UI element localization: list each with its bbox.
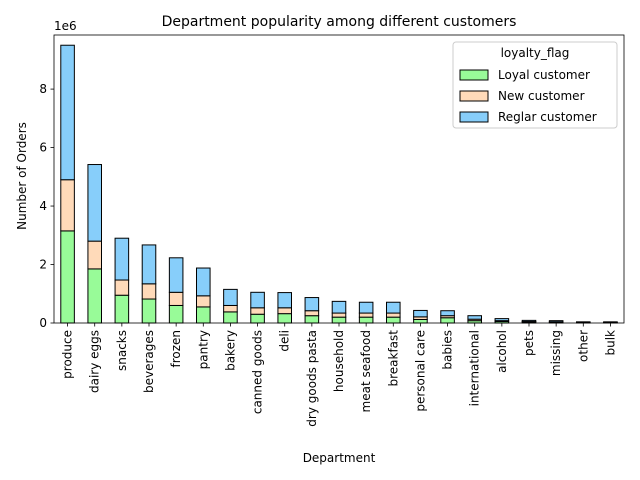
legend-box [452, 41, 618, 129]
bar-segment [603, 321, 618, 323]
bar-segment [168, 304, 184, 324]
bar-segment [413, 318, 428, 324]
bar-segment [196, 267, 211, 297]
x-tick-label: babies [441, 330, 455, 370]
bar-segment [60, 179, 75, 232]
bar-segment [60, 230, 75, 324]
bar-segment [87, 164, 102, 242]
x-axis-label: Department [303, 451, 376, 465]
legend-title: loyalty_flag [501, 46, 570, 60]
bar-segment [114, 294, 130, 324]
y-tick-label: 4 [39, 199, 47, 213]
y-tick-label: 0 [39, 316, 47, 330]
x-tick-label: produce [61, 330, 75, 379]
bar-segment [358, 301, 374, 314]
x-tick-label: international [468, 330, 482, 406]
bar-segment [196, 295, 211, 308]
x-tick-label: dairy eggs [88, 330, 102, 393]
legend-entry: Loyal customer [498, 68, 590, 82]
x-tick-label: missing [549, 330, 563, 376]
x-tick-label: household [332, 330, 346, 392]
bar-segment [250, 307, 265, 315]
bar-segment [277, 307, 292, 315]
bar-segment [114, 279, 130, 296]
bar-segment [250, 291, 265, 309]
y-offset-label: 1e6 [54, 19, 77, 33]
y-tick-label: 8 [39, 82, 47, 96]
legend: loyalty_flag Loyal customer New customer Re… [452, 41, 618, 129]
bar-segment [60, 44, 75, 181]
x-tick-label: deli [278, 330, 292, 352]
bar-segment [331, 300, 347, 314]
x-tick-label: snacks [115, 330, 129, 371]
bar-segment [168, 291, 184, 306]
x-tick-label: frozen [169, 330, 183, 368]
bar-segment [87, 268, 102, 324]
axes-frame [53, 34, 625, 324]
bar-segment [223, 288, 238, 306]
x-tick-label: other [576, 330, 590, 362]
bar-segment [440, 317, 455, 324]
bar-segment [386, 312, 401, 318]
x-tick-label: canned goods [251, 330, 265, 414]
bar-segment [223, 311, 238, 324]
legend-swatch [459, 90, 489, 102]
bar-segment [548, 320, 564, 323]
x-tick-label: meat seafood [359, 330, 373, 412]
y-axis-label: Number of Orders [15, 122, 29, 230]
x-tick-label: dry goods pasta [305, 330, 319, 427]
bar-segment [576, 321, 591, 323]
legend-swatch [459, 111, 489, 123]
bar-segment [141, 283, 157, 300]
bar-segment [168, 257, 184, 293]
bar-segment [304, 310, 320, 317]
bar-segment [358, 312, 374, 318]
bar-segment [521, 319, 537, 323]
bar-segment [277, 313, 292, 324]
x-tick-label: bulk [603, 330, 617, 356]
x-tick-label: breakfast [386, 330, 400, 387]
bar-segment [331, 316, 347, 324]
x-tick-label: personal care [413, 330, 427, 412]
bar-segment [87, 240, 102, 270]
bar-segment [386, 301, 401, 314]
x-tick-label: pets [522, 330, 536, 356]
bar-segment [223, 304, 238, 313]
y-tick-label: 6 [39, 141, 47, 155]
plot-area: produce dairy eggs snacks beverages frozen pa… [39, 34, 625, 427]
x-tick-label: pantry [196, 330, 210, 369]
legend-entry: New customer [498, 89, 585, 103]
bar-segment [141, 298, 157, 324]
x-tick-label: alcohol [495, 330, 509, 373]
bar-segment [277, 292, 292, 309]
bar-segment [440, 310, 455, 317]
bar-segment [250, 313, 265, 324]
bar-segment [141, 244, 157, 285]
bar-segment [358, 316, 374, 324]
bar-segment [467, 315, 482, 320]
bar-segment [304, 315, 320, 324]
bar-segment [494, 318, 510, 322]
x-tick-label: bakery [223, 330, 237, 371]
y-tick-label: 2 [39, 258, 47, 272]
bar-segment [114, 237, 130, 281]
bar-segment [331, 312, 347, 318]
bar-segment [304, 297, 320, 312]
legend-swatch [459, 69, 489, 81]
bar-segment [196, 306, 211, 324]
x-tick-label: beverages [142, 330, 156, 393]
legend-entry: Reglar customer [498, 110, 597, 124]
bar-segment [413, 309, 428, 318]
chart-title: Department popularity among different cu… [162, 14, 517, 30]
bar-segment [386, 316, 401, 324]
